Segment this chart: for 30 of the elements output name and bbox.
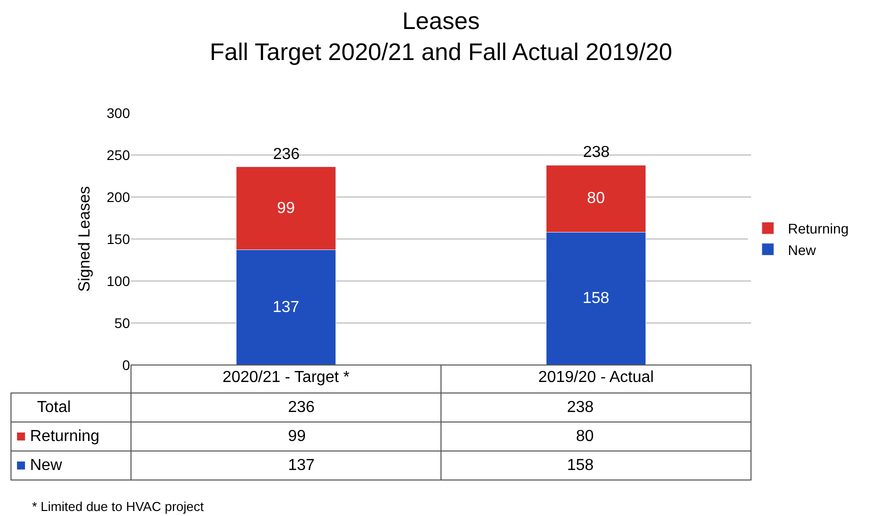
data-label: 80 xyxy=(587,190,605,208)
text: 236 xyxy=(288,399,315,416)
y-tick-label: 150 xyxy=(106,230,130,247)
total-label: 236 xyxy=(273,146,300,163)
y-tick-label: 50 xyxy=(114,314,130,331)
text: New xyxy=(30,457,62,474)
y-tick-label: 100 xyxy=(106,272,130,289)
text: 158 xyxy=(567,457,594,474)
data-label: 158 xyxy=(582,290,610,308)
text: 137 xyxy=(288,457,315,474)
chart-subtitle: Fall Target 2020/21 and Fall Actual 2019/20 xyxy=(210,39,672,66)
y-tick-label: 200 xyxy=(106,188,130,205)
text: Total xyxy=(37,399,71,416)
y-tick-label: 250 xyxy=(106,146,130,163)
text: Returning xyxy=(30,428,100,445)
text: 80 xyxy=(576,428,594,445)
text: * Limited due to HVAC project xyxy=(32,499,204,514)
data-label: 137 xyxy=(272,298,300,316)
legend-label: New xyxy=(788,242,817,258)
text: 238 xyxy=(567,399,594,416)
total-label: 238 xyxy=(583,144,610,161)
x-tick-label: 2019/20 - Actual xyxy=(538,369,654,386)
text: 99 xyxy=(288,428,306,445)
x-tick-label: 2020/21 - Target * xyxy=(222,369,350,386)
data-label: 99 xyxy=(277,200,295,217)
y-axis-title: Signed Leases xyxy=(76,186,94,292)
legend-label: Returning xyxy=(788,220,849,237)
y-tick-label: 300 xyxy=(106,104,130,121)
y-tick-label: 0 xyxy=(122,356,130,373)
chart-title: Leases xyxy=(402,8,480,35)
